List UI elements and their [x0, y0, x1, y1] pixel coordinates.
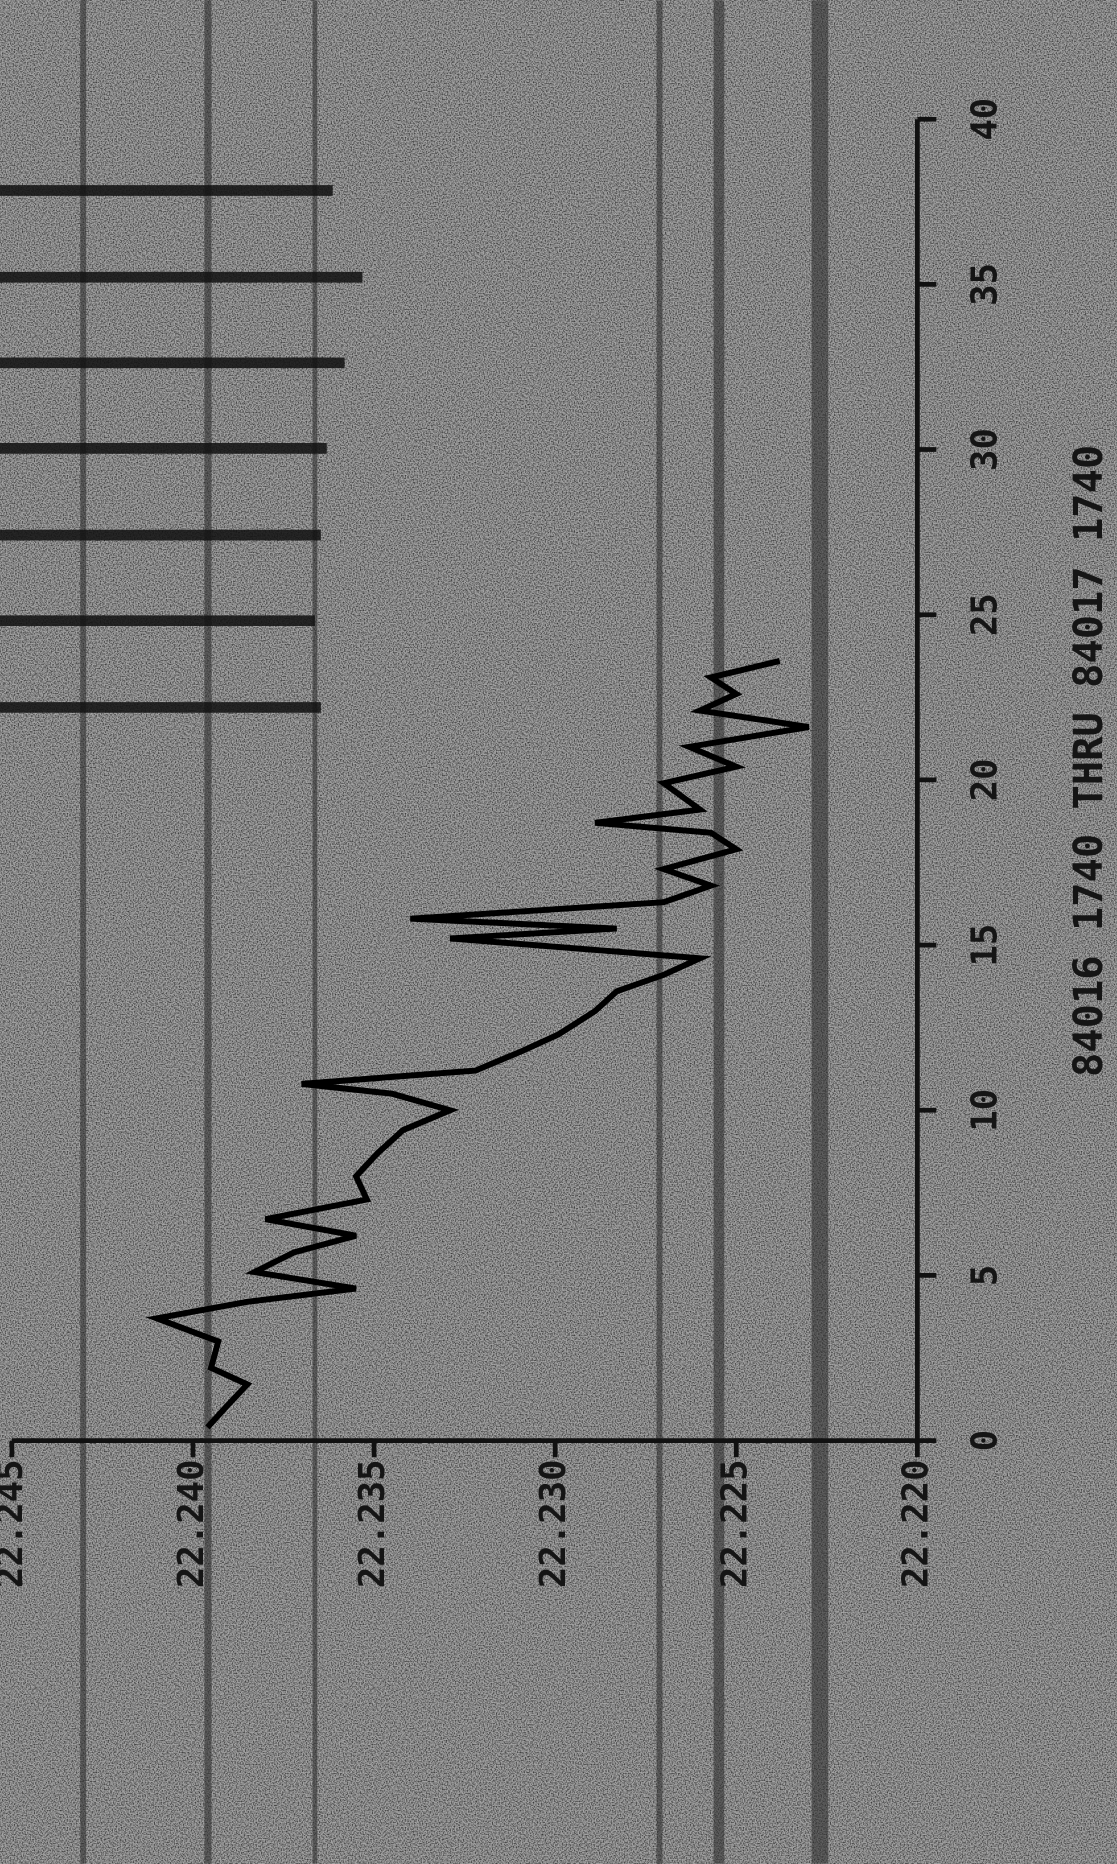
- y-tick-label: 22.245: [0, 1459, 31, 1588]
- y-tick-label: 22.225: [714, 1459, 755, 1588]
- y-tick-label: 22.230: [533, 1459, 574, 1588]
- y-tick-label: 22.220: [895, 1459, 936, 1588]
- chart-title: 84016 1740 THRU 84017 1740: [1064, 445, 1112, 1077]
- y-tick-label: 22.240: [171, 1459, 212, 1588]
- x-tick-label: 25: [964, 593, 1005, 636]
- scan-bands: [0, 185, 363, 713]
- x-tick-label: 30: [964, 428, 1005, 471]
- data-line: [145, 658, 810, 1430]
- x-tick-label: 40: [964, 98, 1005, 141]
- x-tick-label: 5: [964, 1265, 1005, 1286]
- x-tick-label: 35: [964, 263, 1005, 306]
- x-tick-label: 20: [964, 758, 1005, 801]
- y-tick-label: 22.235: [352, 1459, 393, 1588]
- x-tick-label: 0: [964, 1430, 1005, 1451]
- scan-streaks: [80, 0, 829, 1864]
- x-tick-label: 15: [964, 924, 1005, 967]
- x-tick-label: 10: [964, 1089, 1005, 1132]
